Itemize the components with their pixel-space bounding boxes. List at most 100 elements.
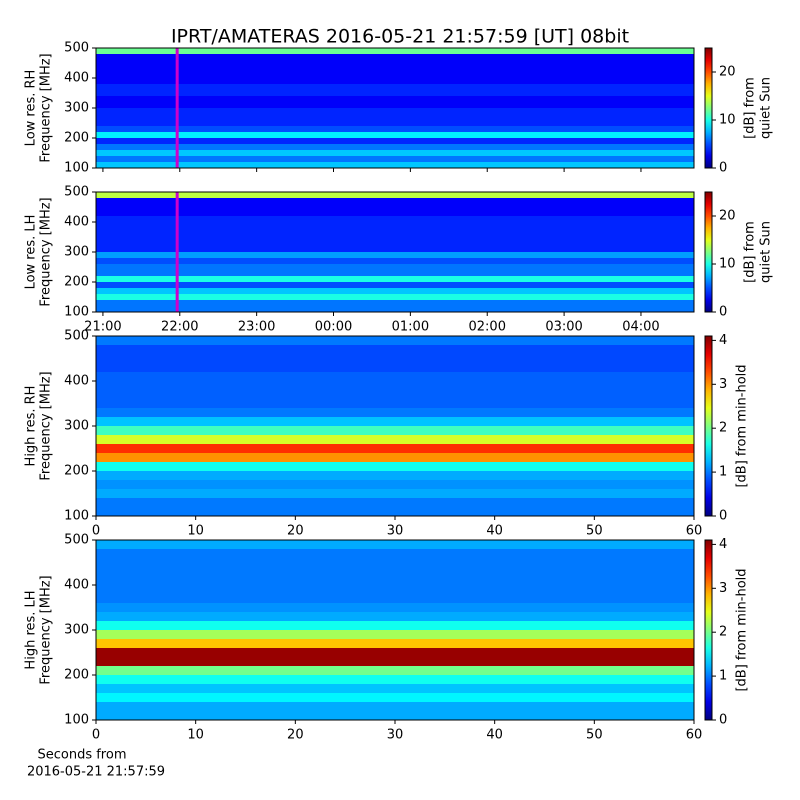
y-tick-label: 500 — [64, 533, 89, 548]
spectrum-band — [96, 78, 694, 84]
y-tick-label: 100 — [64, 161, 89, 176]
spectrum-band — [96, 480, 694, 489]
colorbar-label: [dB] from — [743, 221, 758, 283]
spectrum-band — [96, 345, 694, 354]
spectrum-band — [96, 282, 694, 288]
spectrum-band — [96, 354, 694, 363]
x-tick-label: 60 — [686, 728, 703, 743]
chart-title: IPRT/AMATERAS 2016-05-21 21:57:59 [UT] 0… — [171, 26, 629, 48]
spectrum-band — [96, 666, 694, 675]
spectrum-band — [96, 576, 694, 585]
colorbar — [704, 539, 713, 721]
y-axis-label: Low res. LH — [24, 215, 39, 290]
colorbar-tick-label: 3 — [719, 377, 727, 392]
colorbar-tick-label: 1 — [719, 669, 727, 684]
spectrum-band — [96, 216, 694, 222]
spectrum-band — [96, 48, 694, 54]
spectrum-band — [96, 120, 694, 126]
spectrum-band — [96, 639, 694, 648]
spectrum-band — [96, 675, 694, 684]
spectrum-band — [96, 150, 694, 156]
x-tick-label: 02:00 — [469, 320, 506, 335]
spectrum-band — [96, 435, 694, 444]
y-axis-label: Frequency [MHz] — [39, 575, 54, 684]
x-tick-label: 23:00 — [238, 320, 275, 335]
spectrum-band — [96, 702, 694, 711]
colorbar-tick-label: 20 — [719, 209, 736, 224]
y-tick-label: 300 — [64, 623, 89, 638]
spectrum-band — [96, 300, 694, 306]
colorbar-tick-label: 3 — [719, 581, 727, 596]
spectrum-band — [96, 60, 694, 66]
spectrum-band — [96, 381, 694, 390]
spectrum-band — [96, 453, 694, 462]
spectrum-band — [96, 426, 694, 435]
spectrum-band — [96, 540, 694, 549]
x-tick-label: 22:00 — [161, 320, 198, 335]
x-tick-label: 00:00 — [315, 320, 352, 335]
spectrum-band — [96, 240, 694, 246]
colorbar-tick-label: 0 — [719, 305, 727, 320]
spectrum-band — [96, 507, 694, 516]
spectrum-band — [96, 54, 694, 60]
spectrum-band — [96, 234, 694, 240]
spectrum-band — [96, 408, 694, 417]
y-tick-label: 200 — [64, 464, 89, 479]
colorbar-label: quiet Sun — [759, 221, 774, 283]
y-axis-label: High res. LH — [24, 590, 39, 669]
spectrum-band — [96, 621, 694, 630]
x-tick-label: 10 — [187, 728, 204, 743]
spectrum-band — [96, 258, 694, 264]
spectrum-band — [96, 198, 694, 204]
x-tick-label: 0 — [92, 728, 100, 743]
x-axis-label: 2016-05-21 21:57:59 — [27, 765, 165, 780]
spectrum-band — [96, 108, 694, 114]
x-tick-label: 01:00 — [392, 320, 429, 335]
spectrum-band — [96, 228, 694, 234]
colorbar-tick-label: 1 — [719, 465, 727, 480]
spectrum-band — [96, 390, 694, 399]
spectrum-band — [96, 114, 694, 120]
spectrum-band — [96, 567, 694, 576]
spectrum-band — [96, 270, 694, 276]
colorbar-label: [dB] from — [743, 77, 758, 139]
y-tick-label: 500 — [64, 41, 89, 56]
y-tick-label: 300 — [64, 101, 89, 116]
spectrum-band — [96, 489, 694, 498]
spectrum-band — [96, 90, 694, 96]
colorbar-tick-label: 4 — [719, 333, 727, 348]
x-tick-label: 40 — [486, 524, 503, 539]
spectrum-band — [96, 657, 694, 666]
spectrum-band — [96, 210, 694, 216]
x-tick-label: 03:00 — [545, 320, 582, 335]
colorbar-label: [dB] from min-hold — [735, 568, 750, 691]
colorbar-tick-label: 0 — [719, 713, 727, 728]
y-tick-label: 100 — [64, 509, 89, 524]
y-tick-label: 400 — [64, 71, 89, 86]
spectrum-band — [96, 192, 694, 198]
colorbar — [704, 47, 713, 169]
spectrum-band — [96, 72, 694, 78]
colorbar-tick-label: 10 — [719, 113, 736, 128]
y-tick-label: 400 — [64, 374, 89, 389]
spectrum-band — [96, 549, 694, 558]
x-tick-label: 40 — [486, 728, 503, 743]
x-tick-label: 21:00 — [84, 320, 121, 335]
spectrum-band — [96, 144, 694, 150]
colorbar-label: [dB] from min-hold — [735, 364, 750, 487]
x-tick-label: 50 — [586, 728, 603, 743]
spectrum-band — [96, 603, 694, 612]
spectrum-band — [96, 648, 694, 657]
y-tick-label: 100 — [64, 713, 89, 728]
y-tick-label: 400 — [64, 578, 89, 593]
spectrum-band — [96, 126, 694, 132]
y-tick-label: 100 — [64, 305, 89, 320]
colorbar — [704, 191, 713, 313]
y-tick-label: 500 — [64, 329, 89, 344]
spectrum-band — [96, 612, 694, 621]
y-tick-label: 200 — [64, 275, 89, 290]
spectrum-band — [96, 399, 694, 408]
spectrum-band — [96, 336, 694, 345]
spectrum-band — [96, 594, 694, 603]
